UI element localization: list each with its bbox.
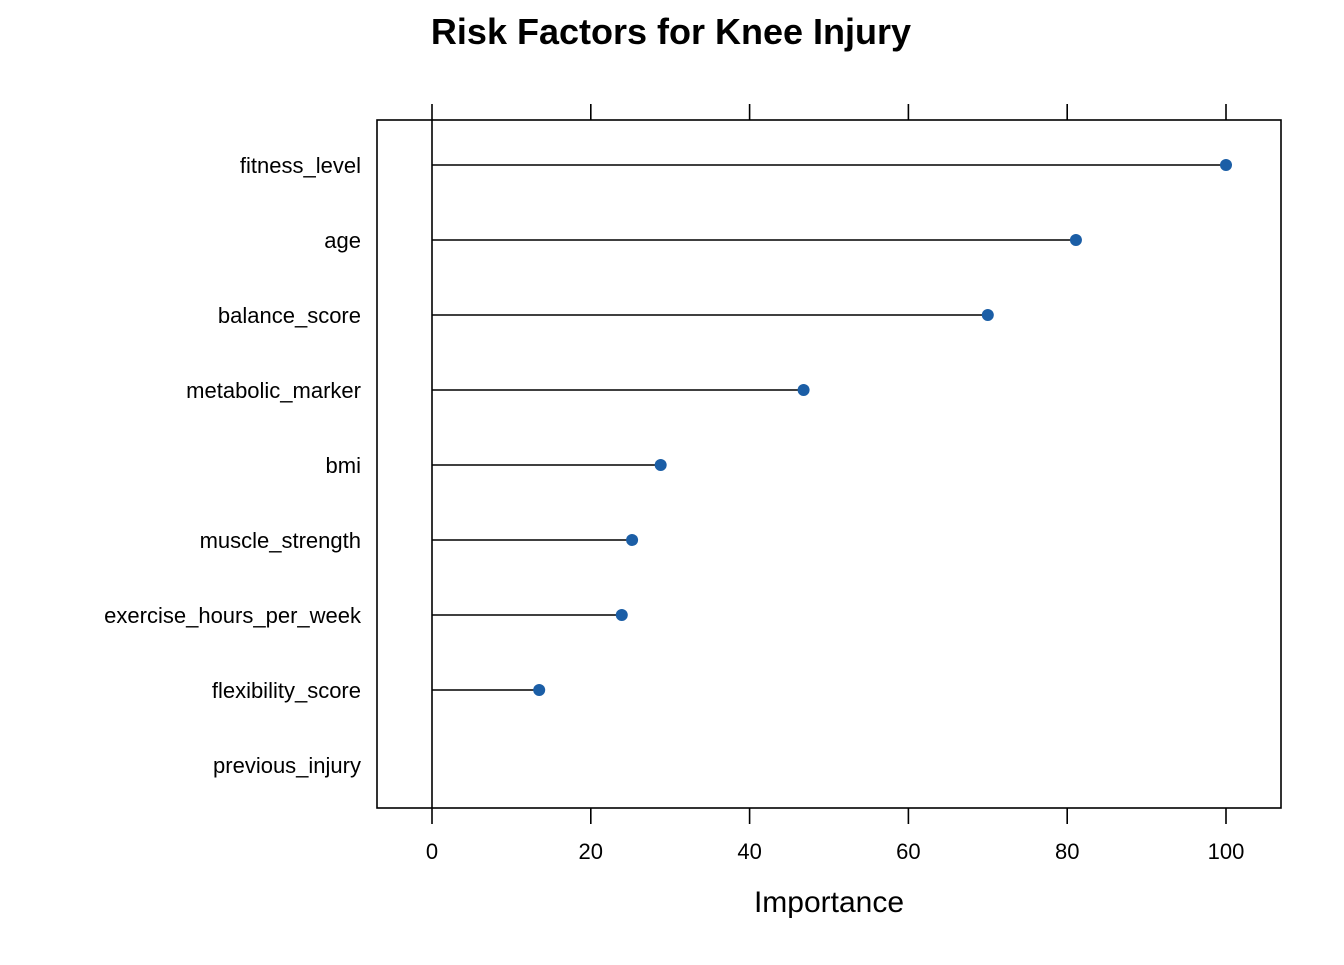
category-label: age [324,228,361,253]
plot-frame [376,119,1282,809]
data-point [615,609,628,621]
category-label: flexibility_score [212,678,361,703]
data-point [654,459,667,471]
category-label: metabolic_marker [186,378,361,403]
category-label: fitness_level [240,153,361,178]
chart-title: Risk Factors for Knee Injury [431,11,911,52]
data-point [797,384,810,396]
x-tick-label: 20 [579,839,603,864]
category-label: exercise_hours_per_week [104,603,362,628]
category-label: bmi [326,453,361,478]
x-tick-label: 100 [1208,839,1245,864]
category-label: muscle_strength [200,528,361,553]
x-axis-label: Importance [754,886,904,919]
x-tick-label: 0 [426,839,438,864]
category-label: previous_injury [213,753,361,778]
data-point [626,534,639,546]
data-point [1220,159,1232,171]
x-tick-label: 40 [737,839,761,864]
data-point [533,684,546,696]
category-label: balance_score [218,303,361,328]
x-tick-label: 60 [896,839,920,864]
x-tick-label: 80 [1055,839,1079,864]
data-point [1069,234,1082,246]
data-point [981,309,994,321]
